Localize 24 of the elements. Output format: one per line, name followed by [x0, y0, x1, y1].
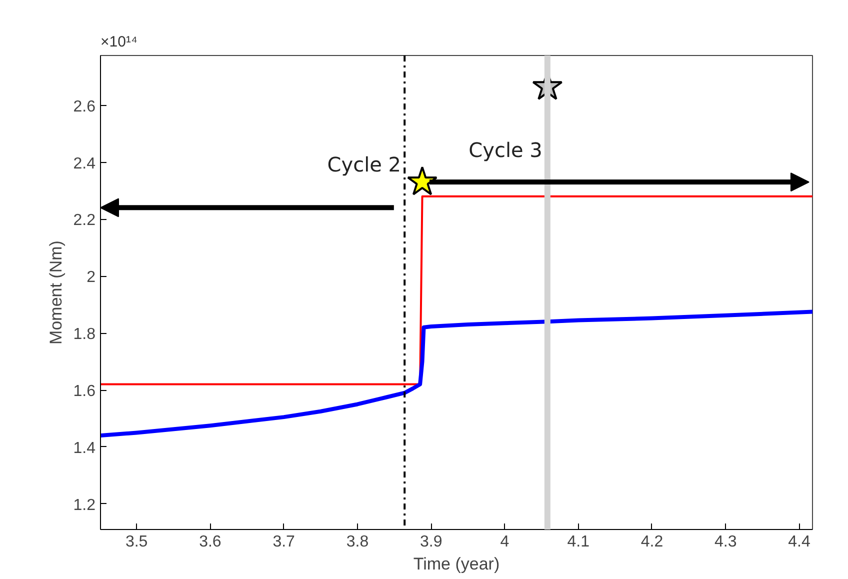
y-tick-label: 2.4: [73, 155, 96, 172]
x-tick-label: 4.1: [567, 534, 590, 550]
x-tick-label: 3.5: [125, 534, 148, 550]
y-tick-label: 1.4: [73, 440, 96, 457]
y-axis-title: Moment (Nm): [46, 240, 66, 344]
text: ×10¹⁴: [100, 34, 138, 50]
x-tick-label: 4.2: [640, 534, 664, 550]
annotation: Cycle 3: [468, 138, 542, 162]
x-tick-label: 3.9: [420, 534, 442, 550]
line-series: [100, 310, 812, 438]
annotation: Cycle 2: [327, 152, 402, 176]
y-tick-label: 1.2: [73, 496, 96, 514]
y-tick-label: 2.6: [73, 98, 96, 116]
y-tick-label: 1.8: [73, 326, 96, 344]
x-tick-label: 3.7: [272, 534, 296, 550]
x-tick-label: 4.3: [714, 534, 737, 550]
x-tick-label: 3.6: [199, 534, 222, 550]
x-tick-label: 4: [500, 534, 510, 550]
y-tick-label: 1.6: [73, 383, 96, 400]
x-tick-label: 3.8: [346, 534, 369, 550]
y-tick-label: 2: [86, 269, 96, 286]
x-axis-title: Time (year): [413, 554, 500, 574]
y-tick-label: 2.2: [73, 212, 96, 230]
x-tick-label: 4.4: [788, 534, 810, 550]
